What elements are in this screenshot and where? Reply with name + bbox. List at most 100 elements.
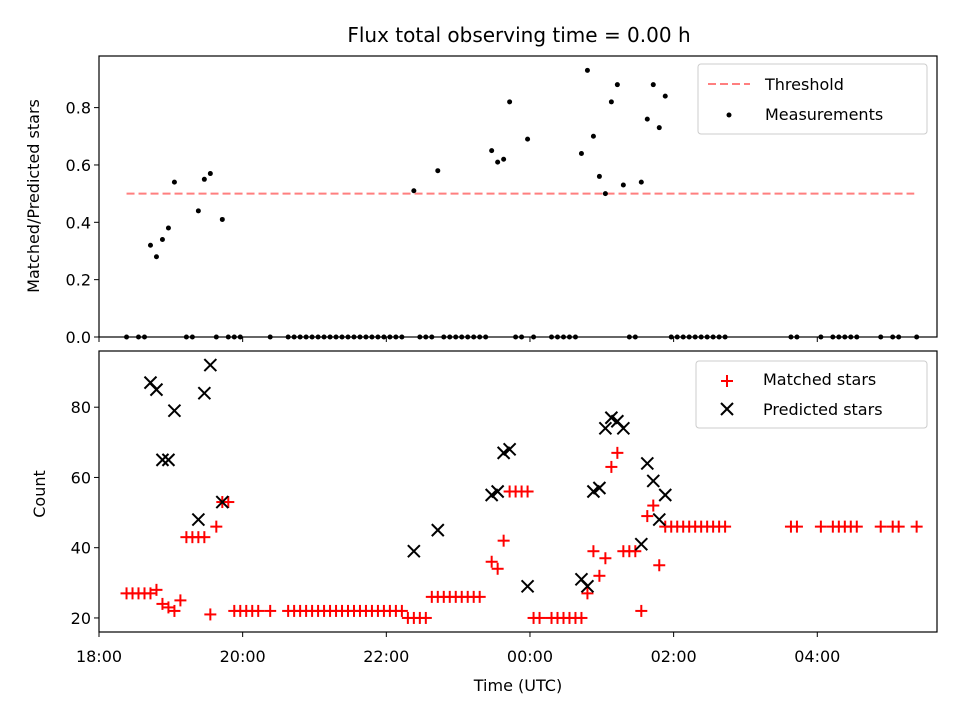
- measurement-point: [201, 176, 207, 182]
- bottom-legend-box: [695, 360, 928, 429]
- matched-star-point: [593, 569, 606, 582]
- bottom-y-tick-label: 20: [71, 609, 91, 628]
- predicted-star-point: [598, 421, 613, 435]
- top-y-axis-label: Matched/Predicted stars: [24, 99, 43, 293]
- matched-star-point: [575, 611, 588, 624]
- matched-star-point: [814, 520, 827, 533]
- x-tick-label: 04:00: [794, 647, 840, 666]
- matched-star-point: [719, 520, 732, 533]
- measurement-point: [656, 125, 662, 131]
- measurement-point: [608, 99, 614, 105]
- matched-star-point: [647, 499, 660, 512]
- bottom-legend-label-matched: Matched stars: [763, 370, 876, 389]
- top-axes-frame: [98, 55, 938, 338]
- x-tick-label: 00:00: [507, 647, 553, 666]
- x-tick-label: 18:00: [76, 647, 122, 666]
- measurement-point: [662, 93, 668, 99]
- measurement-point: [525, 136, 531, 142]
- measurement-point: [165, 225, 171, 231]
- measurement-point: [578, 150, 584, 156]
- bottom-axes-frame: [98, 350, 938, 633]
- measurement-point: [590, 133, 596, 139]
- predicted-star-point: [520, 579, 535, 594]
- predicted-star-point: [586, 484, 601, 499]
- matched-star-point: [150, 583, 163, 596]
- matched-star-point: [874, 520, 887, 533]
- measurement-point: [195, 208, 201, 214]
- top-legend-box: [697, 63, 928, 135]
- matched-star-point: [252, 604, 265, 617]
- bottom-legend: Matched stars Predicted stars: [695, 360, 928, 429]
- predicted-star-point: [616, 421, 631, 435]
- matched-star-point: [497, 534, 510, 547]
- measurement-point: [489, 148, 495, 154]
- top-plot-area: 0.0 0.2 0.4 0.6 0.8: [66, 67, 920, 347]
- predicted-star-point: [203, 358, 218, 372]
- measurement-point: [620, 182, 626, 188]
- measurement-point: [219, 216, 225, 222]
- measurement-point: [159, 237, 165, 243]
- measurement-point: [596, 173, 602, 179]
- matched-star-point: [204, 608, 217, 621]
- matched-legend-swatch: [721, 375, 733, 387]
- top-y-tick-label: 0.6: [66, 156, 91, 175]
- measurement-point: [501, 156, 507, 162]
- measurement-point: [614, 82, 620, 88]
- matched-star-point: [473, 590, 486, 603]
- bottom-plot-area: 20 40 60 80 18:00 20:00 22:00 00:00 02:00 04:00: [71, 358, 923, 666]
- predicted-star-point: [431, 523, 445, 537]
- matched-star-point: [587, 545, 600, 558]
- predicted-star-point: [634, 537, 649, 551]
- matched-star-point: [222, 496, 235, 509]
- predicted-star-point: [640, 456, 654, 471]
- measurement-point: [435, 168, 441, 174]
- matched-star-point: [174, 594, 187, 607]
- chart-title: Flux total observing time = 0.00 h: [347, 23, 690, 47]
- measurement-point: [153, 254, 159, 260]
- x-axis-label: Time (UTC): [473, 676, 562, 695]
- matched-star-point: [605, 460, 618, 473]
- measurement-point: [411, 188, 417, 194]
- predicted-star-point: [197, 386, 212, 400]
- bottom-y-tick-label: 40: [71, 539, 91, 558]
- bottom-y-axis-label: Count: [30, 470, 49, 518]
- top-y-tick-label: 0.8: [66, 99, 91, 118]
- measurement-point: [147, 242, 153, 248]
- predicted-star-point: [490, 484, 505, 499]
- matched-star-point: [395, 604, 408, 617]
- top-y-tick-label: 0.4: [66, 213, 91, 232]
- matched-star-point: [533, 611, 546, 624]
- x-tick-label: 20:00: [220, 647, 266, 666]
- matched-star-point: [599, 552, 612, 565]
- top-legend-label-measurements: Measurements: [765, 105, 883, 124]
- top-legend: Threshold Measurements: [697, 63, 928, 135]
- predicted-star-point: [580, 579, 595, 594]
- predicted-star-point: [215, 495, 230, 509]
- matched-star-point: [491, 562, 504, 575]
- predicted-star-point: [496, 446, 511, 460]
- predicted-star-point: [167, 404, 182, 418]
- bottom-y-tick-label: 60: [71, 468, 91, 487]
- matched-star-point: [850, 520, 863, 533]
- matched-star-point: [653, 559, 666, 572]
- matched-star-point: [910, 520, 923, 533]
- x-tick-label: 22:00: [363, 647, 409, 666]
- x-tick-label: 02:00: [651, 647, 697, 666]
- matched-star-point: [629, 545, 642, 558]
- matched-star-point: [611, 446, 624, 459]
- matched-star-point: [419, 611, 432, 624]
- predicted-star-point: [155, 453, 170, 467]
- measurement-point: [650, 82, 656, 88]
- bottom-y-tick-label: 80: [71, 398, 91, 417]
- matched-star-point: [892, 520, 905, 533]
- measurement-point: [495, 159, 501, 165]
- measurement-point: [507, 99, 513, 105]
- measurement-point: [644, 116, 650, 122]
- matched-star-point: [641, 510, 654, 523]
- measurement-point: [638, 179, 644, 185]
- matched-star-point: [264, 604, 277, 617]
- predicted-star-point: [604, 411, 619, 425]
- matched-star-point: [635, 604, 648, 617]
- bottom-legend-label-predicted: Predicted stars: [763, 400, 883, 419]
